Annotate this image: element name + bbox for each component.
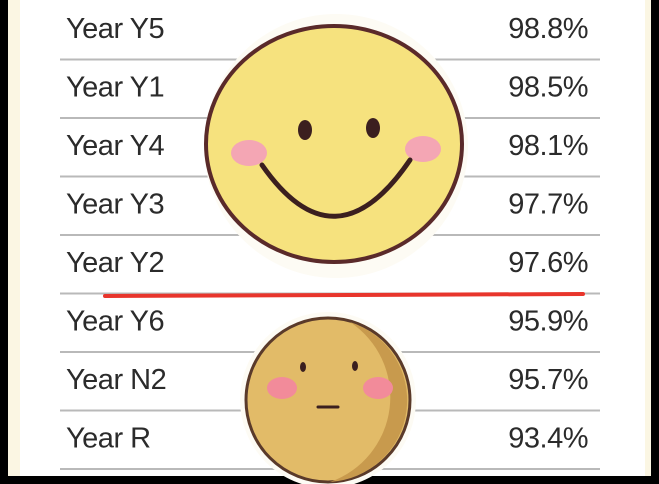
face (246, 318, 410, 482)
screenshot: Year Y5 98.8% Year Y1 98.5% Year Y4 98.1% Year… (0, 0, 659, 484)
page: Year Y5 98.8% Year Y1 98.5% Year Y4 98.1% Year… (0, 0, 659, 484)
row-label: Year Y1 (66, 71, 164, 103)
row-label: Year N2 (66, 364, 166, 396)
row-label: Year R (66, 422, 151, 454)
row-value: 95.7% (508, 364, 588, 396)
row-value: 98.1% (508, 130, 588, 162)
row-label: Year Y4 (66, 130, 164, 162)
eye (298, 120, 312, 140)
cheek (267, 377, 297, 399)
row-value: 93.4% (508, 422, 588, 454)
row-label: Year Y6 (66, 305, 164, 337)
row-value: 95.9% (508, 305, 588, 337)
row-label: Year Y3 (66, 188, 164, 220)
eye (366, 118, 380, 138)
cut-line (105, 294, 583, 296)
row-label: Year Y2 (66, 247, 164, 279)
cheek (363, 377, 393, 399)
row-value: 97.6% (508, 247, 588, 279)
eye (352, 361, 358, 371)
eye (300, 362, 306, 372)
neutral-sticker (240, 312, 416, 484)
row-value: 98.5% (508, 71, 588, 103)
happy-sticker (204, 14, 468, 278)
row-value: 97.7% (508, 188, 588, 220)
row-label: Year Y5 (66, 13, 164, 45)
cheek (231, 140, 267, 166)
row-value: 98.8% (508, 13, 588, 45)
